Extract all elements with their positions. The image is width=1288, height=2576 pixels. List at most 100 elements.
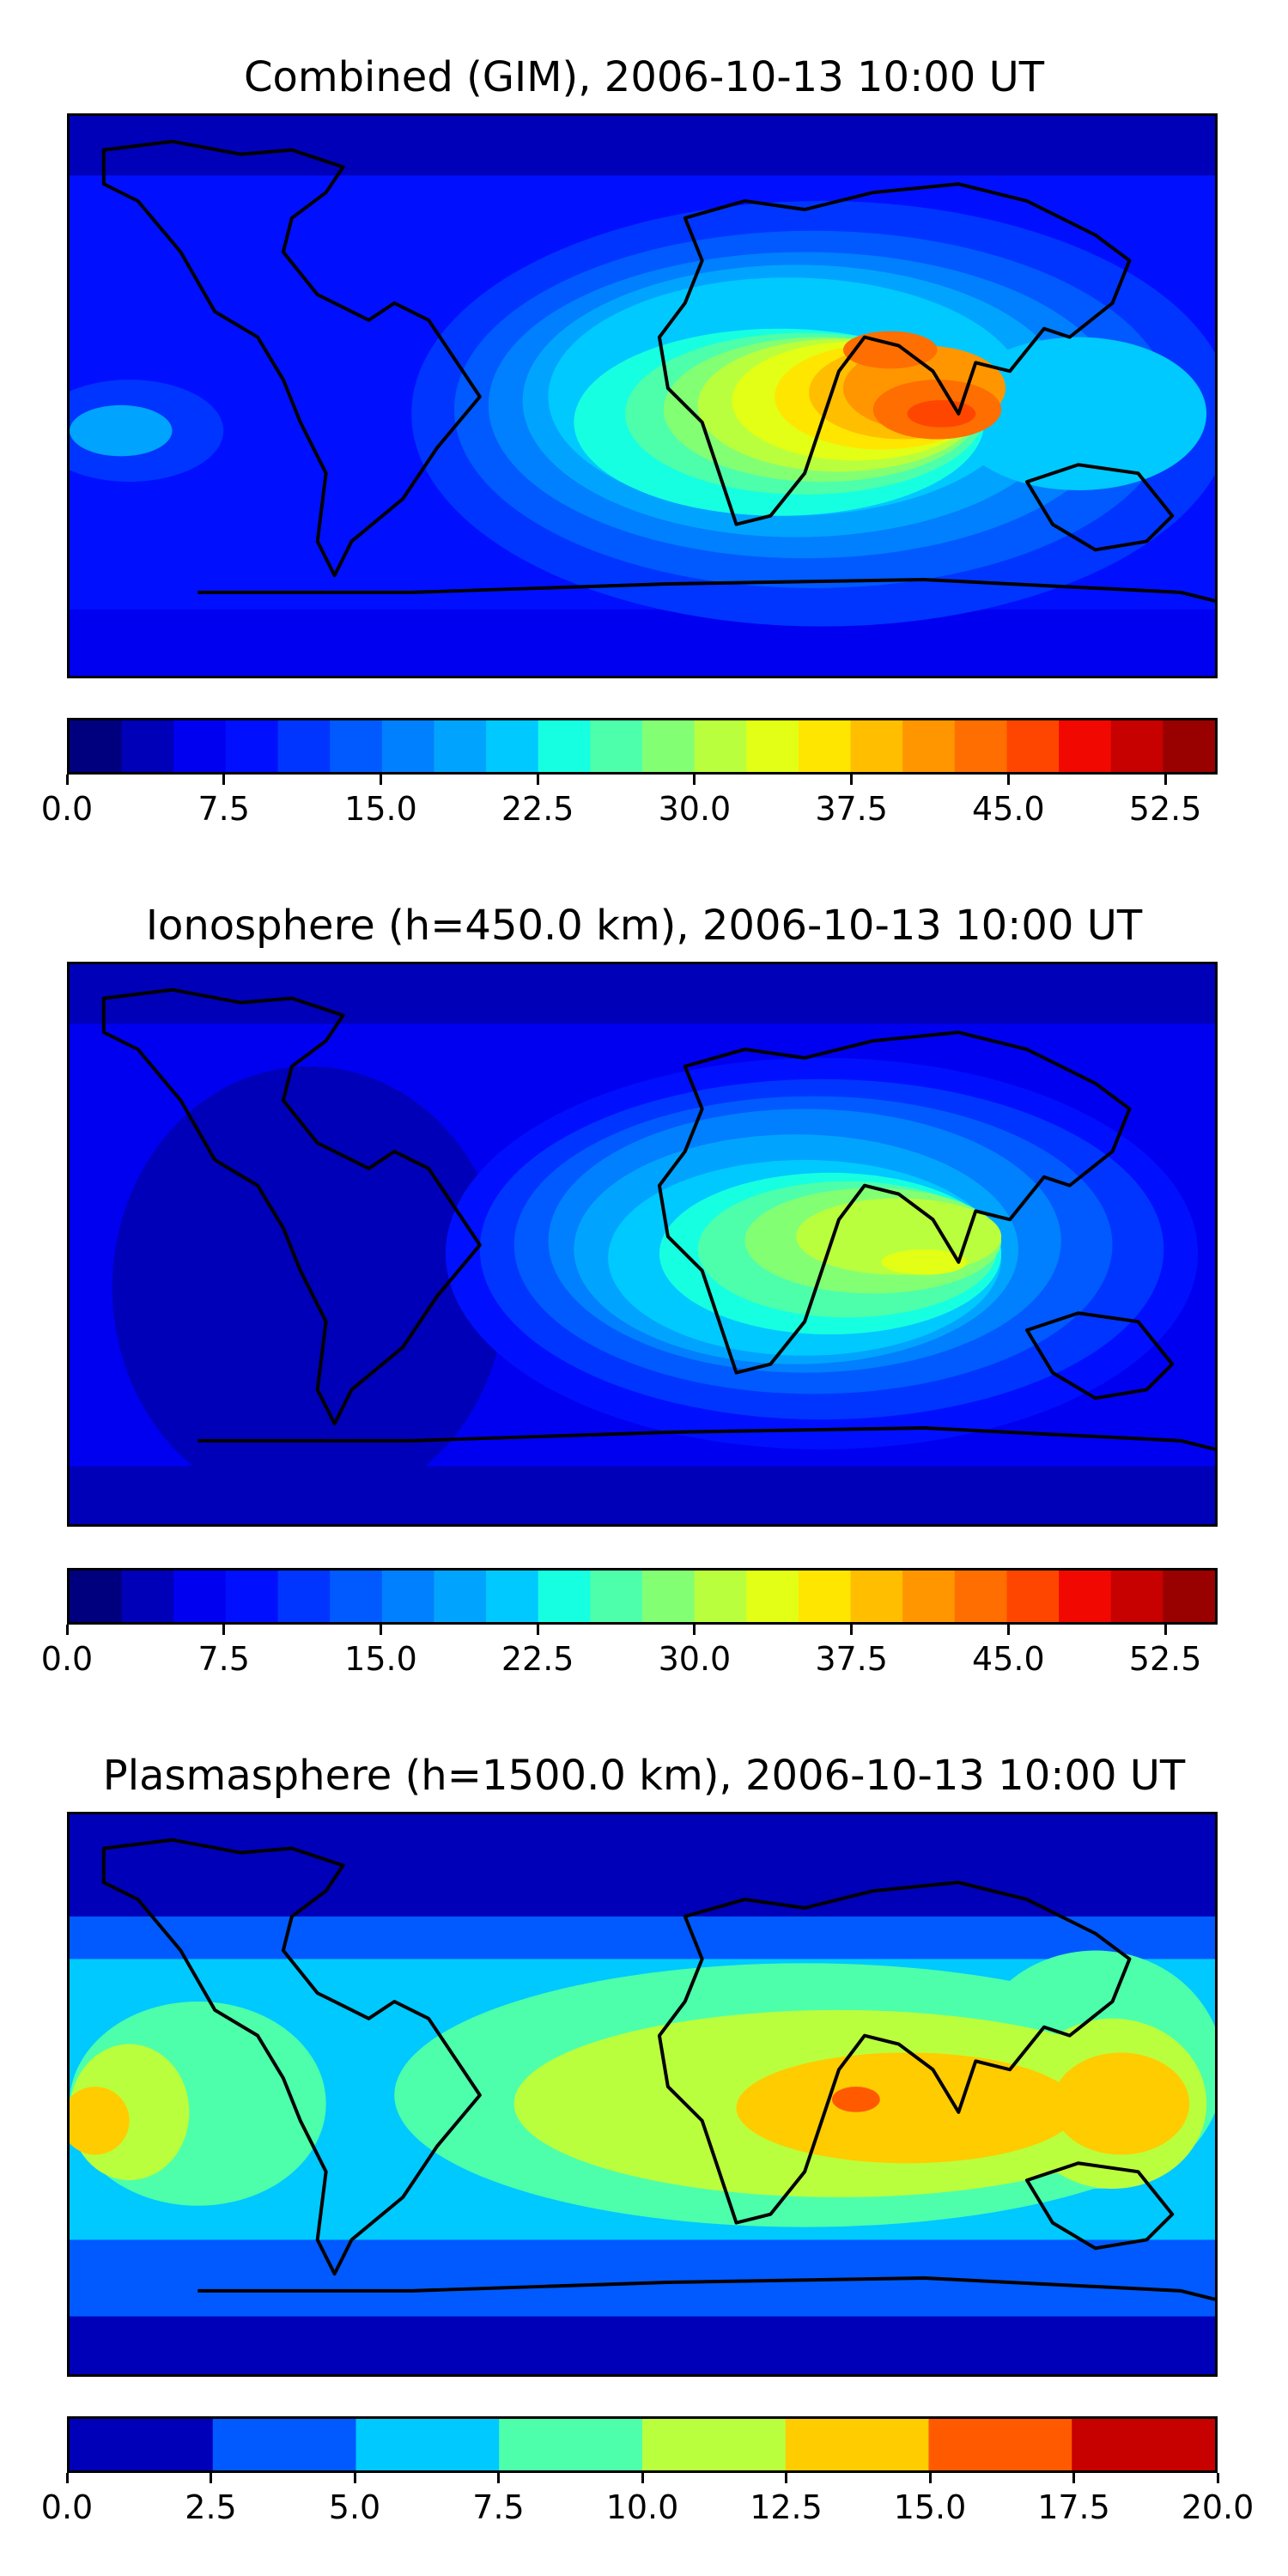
colorbar-swatch bbox=[1006, 1571, 1060, 1622]
colorbar-swatch bbox=[642, 2419, 787, 2470]
colorbar-swatch bbox=[954, 1571, 1008, 1622]
heatmap-combined-svg bbox=[70, 116, 1215, 676]
chart-title-ionosphere: Ionosphere (h=450.0 km), 2006-10-13 10:0… bbox=[145, 902, 1143, 950]
colorbar-tick-label: 10.0 bbox=[605, 2488, 679, 2526]
colorbar-tick bbox=[928, 2473, 932, 2483]
colorbar-tick bbox=[693, 1625, 696, 1635]
colorbar-swatch bbox=[1059, 1571, 1112, 1622]
colorbar-swatch bbox=[212, 2419, 357, 2470]
colorbar-swatch bbox=[928, 2419, 1072, 2470]
colorbar-swatch bbox=[173, 1571, 227, 1622]
colorbar-tick-label: 37.5 bbox=[815, 1640, 888, 1678]
colorbar-swatch bbox=[1110, 1571, 1163, 1622]
colorbar-tick-label: 30.0 bbox=[658, 1640, 732, 1678]
colorbar-tick-label: 7.5 bbox=[472, 2488, 525, 2526]
colorbar-swatch bbox=[954, 720, 1008, 772]
colorbar-swatch bbox=[225, 1571, 279, 1622]
colorbar-combined bbox=[67, 718, 1218, 775]
colorbar-swatch bbox=[902, 1571, 956, 1622]
colorbar-tick-label: 22.5 bbox=[501, 1640, 574, 1678]
colorbar-swatch bbox=[70, 2419, 214, 2470]
colorbar-swatch bbox=[486, 720, 539, 772]
colorbar-swatch bbox=[70, 1571, 123, 1622]
colorbar-swatch bbox=[1163, 720, 1215, 772]
colorbar-tick bbox=[536, 1625, 539, 1635]
colorbar-tick-label: 15.0 bbox=[893, 2488, 967, 2526]
colorbar-tick bbox=[641, 2473, 644, 2483]
colorbar-swatch bbox=[121, 720, 174, 772]
chart-title-plasmasphere: Plasmasphere (h=1500.0 km), 2006-10-13 1… bbox=[102, 1752, 1186, 1800]
colorbar-swatch bbox=[355, 2419, 500, 2470]
colorbar-combined-ticks: 0.0 7.5 15.0 22.5 30.0 37.5 45.0 52.5 bbox=[41, 775, 1218, 828]
colorbar-tick bbox=[65, 2473, 69, 2483]
colorbar-swatch bbox=[798, 1571, 852, 1622]
colorbar-tick-label: 7.5 bbox=[197, 790, 250, 828]
colorbar-swatch bbox=[1072, 2419, 1215, 2470]
colorbar-swatch bbox=[499, 2419, 643, 2470]
colorbar-tick bbox=[353, 2473, 356, 2483]
colorbar-swatch bbox=[538, 1571, 591, 1622]
colorbar-tick-label: 52.5 bbox=[1128, 790, 1202, 828]
colorbar-tick bbox=[222, 1625, 226, 1635]
heatmap-plasmasphere-svg bbox=[70, 1814, 1215, 2374]
colorbar-swatch bbox=[694, 720, 747, 772]
colorbar-ionosphere-svg bbox=[70, 1571, 1215, 1622]
colorbar-swatch bbox=[1110, 720, 1163, 772]
colorbar-tick-label: 2.5 bbox=[185, 2488, 237, 2526]
colorbar-tick-label: 17.5 bbox=[1037, 2488, 1110, 2526]
colorbar-tick-label: 5.0 bbox=[328, 2488, 381, 2526]
colorbar-swatch bbox=[434, 1571, 487, 1622]
colorbar-combined-svg bbox=[70, 720, 1215, 772]
colorbar-tick-label: 52.5 bbox=[1128, 1640, 1202, 1678]
colorbar-ionosphere bbox=[67, 1568, 1218, 1625]
colorbar-tick-label: 0.0 bbox=[40, 1640, 94, 1678]
colorbar-tick-label: 15.0 bbox=[344, 790, 417, 828]
colorbar-plasmasphere bbox=[67, 2416, 1218, 2473]
colorbar-swatch bbox=[850, 720, 903, 772]
colorbar-swatch bbox=[1059, 720, 1112, 772]
colorbar-tick bbox=[379, 775, 382, 785]
colorbar-swatch bbox=[70, 720, 123, 772]
heatmap-combined bbox=[67, 113, 1218, 678]
colorbar-tick bbox=[497, 2473, 500, 2483]
colorbar-tick bbox=[210, 2473, 212, 2483]
heatmap-ionosphere bbox=[67, 962, 1218, 1527]
colorbar-swatch bbox=[590, 720, 643, 772]
colorbar-tick-label: 37.5 bbox=[815, 790, 888, 828]
colorbar-tick-label: 0.0 bbox=[40, 790, 94, 828]
colorbar-tick bbox=[1216, 2473, 1219, 2483]
colorbar-swatch bbox=[330, 720, 383, 772]
colorbar-tick-label: 22.5 bbox=[501, 790, 574, 828]
colorbar-tick bbox=[1006, 1625, 1010, 1635]
colorbar-tick bbox=[1006, 775, 1010, 785]
colorbar-swatch bbox=[642, 1571, 696, 1622]
colorbar-swatch bbox=[590, 1571, 643, 1622]
colorbar-tick-label: 12.5 bbox=[750, 2488, 823, 2526]
colorbar-tick bbox=[1163, 1625, 1167, 1635]
colorbar-tick-label: 45.0 bbox=[972, 790, 1045, 828]
colorbar-swatch bbox=[694, 1571, 747, 1622]
colorbar-tick bbox=[379, 1625, 382, 1635]
colorbar-swatch bbox=[785, 2419, 930, 2470]
colorbar-tick bbox=[65, 1625, 69, 1635]
colorbar-swatch bbox=[642, 720, 696, 772]
colorbar-tick bbox=[1072, 2473, 1075, 2483]
colorbar-swatch bbox=[1006, 720, 1060, 772]
colorbar-tick bbox=[693, 775, 696, 785]
heatmap-ionosphere-svg bbox=[70, 964, 1215, 1524]
colorbar-ionosphere-ticks: 0.0 7.5 15.0 22.5 30.0 37.5 45.0 52.5 bbox=[41, 1625, 1218, 1678]
colorbar-swatch bbox=[277, 1571, 331, 1622]
colorbar-swatch bbox=[746, 1571, 799, 1622]
colorbar-swatch bbox=[798, 720, 852, 772]
colorbar-tick-label: 45.0 bbox=[972, 1640, 1045, 1678]
colorbar-swatch bbox=[381, 1571, 435, 1622]
colorbar-swatch bbox=[381, 720, 435, 772]
colorbar-plasmasphere-ticks: 0.0 2.5 5.0 7.5 10.0 12.5 15.0 17.5 20.0 bbox=[41, 2473, 1254, 2526]
colorbar-tick bbox=[785, 2473, 787, 2483]
colorbar-swatch bbox=[746, 720, 799, 772]
colorbar-tick-label: 0.0 bbox=[40, 2488, 94, 2526]
chart-title-combined: Combined (GIM), 2006-10-13 10:00 UT bbox=[243, 53, 1045, 101]
heatmap-plasmasphere bbox=[67, 1812, 1218, 2377]
colorbar-swatch bbox=[330, 1571, 383, 1622]
colorbar-swatch bbox=[850, 1571, 903, 1622]
